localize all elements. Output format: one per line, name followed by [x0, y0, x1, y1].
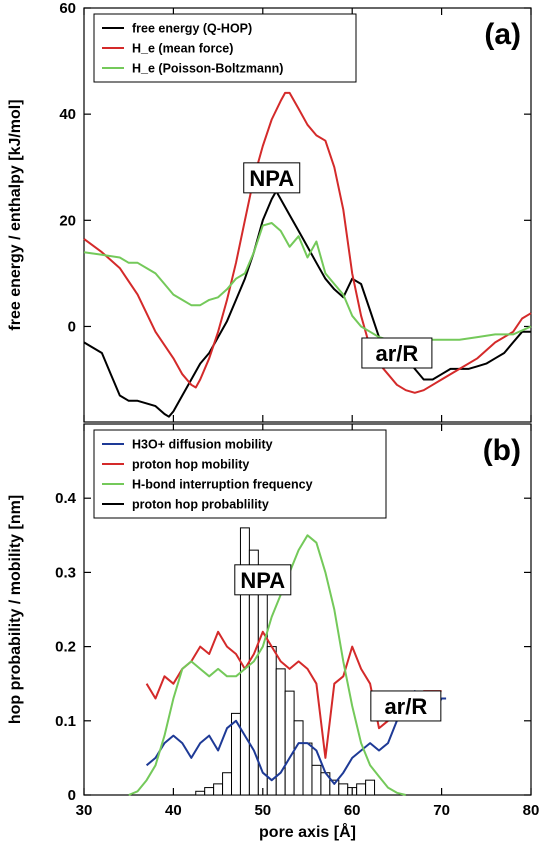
y-tick-label: 40: [59, 106, 76, 123]
panel-a-legend: free energy (Q-HOP) H_e (mean force) H_e (…: [93, 13, 357, 83]
histogram-bar: [222, 772, 233, 796]
legend-box: [93, 429, 387, 519]
histogram-bar: [266, 646, 277, 796]
annotation-label: NPA: [240, 568, 285, 593]
legend-box: [93, 13, 357, 83]
panel-b-ticks: 0 0.1 0.2 0.3 0.4 30 40 50 60 70 80: [55, 424, 539, 819]
histogram-bar: [338, 783, 349, 796]
series-line-free-energy-q-hop: [83, 190, 531, 418]
y-tick-label: 0.1: [55, 713, 76, 730]
legend-label: proton hop mobility: [132, 458, 249, 472]
panel-b-annotations: NPA ar/R: [234, 564, 442, 722]
annotation-box: [234, 564, 292, 596]
series-line-h-bond-interruption-frequency: [128, 534, 407, 796]
y-tick-label: 60: [59, 0, 76, 17]
histogram-bar: [293, 720, 304, 796]
x-tick-label: 70: [433, 802, 450, 819]
y-tick-label: 0.2: [55, 639, 76, 656]
y-tick-label: 20: [59, 212, 76, 229]
histogram-bar: [356, 783, 367, 796]
series-line-h-e-poisson-boltzmann: [83, 222, 532, 346]
histogram-bar: [213, 783, 224, 796]
x-tick-label: 50: [254, 802, 271, 819]
histogram-bar: [195, 790, 206, 796]
legend-label: proton hop probablility: [132, 498, 269, 512]
panel-a-lines: [83, 91, 532, 418]
x-tick-label: 80: [523, 802, 540, 819]
panel-a-frame: [83, 7, 532, 423]
x-tick-label: 60: [344, 802, 361, 819]
x-tick-label: 30: [76, 802, 93, 819]
panel-b-label: (b): [483, 434, 521, 467]
panel-a-label: (a): [484, 18, 521, 51]
y-tick-label: 0: [68, 318, 76, 335]
annotation-box: [370, 690, 442, 722]
annotation-label: NPA: [249, 166, 294, 191]
x-tick-label: 40: [165, 802, 182, 819]
y-tick-label: 0.3: [55, 564, 76, 581]
panel-a-ticks: 0 20 40 60: [59, 0, 532, 422]
panel-b-legend: H3O+ diffusion mobility proton hop mobili…: [93, 429, 387, 519]
annotation-label: ar/R: [376, 341, 419, 366]
y-tick-label: 0: [68, 787, 76, 804]
histogram-bar: [284, 690, 295, 796]
legend-label: H3O+ diffusion mobility: [132, 438, 273, 452]
panel-b-x-axis-label: pore axis [Å]: [259, 822, 356, 841]
histogram-bar: [311, 764, 322, 796]
y-tick-label: 0.4: [55, 490, 77, 507]
annotation-box: [361, 337, 433, 369]
histogram-bar: [204, 787, 215, 796]
panel-b-y-axis-label: hop probability / mobility [nm]: [7, 495, 24, 724]
panel-b: 0 0.1 0.2 0.3 0.4 30 40 50 60 70 80 hop probabilit…: [7, 423, 539, 841]
annotation-label: ar/R: [384, 694, 427, 719]
series-line-h-e-mean-force: [83, 91, 532, 394]
histogram-bar: [365, 779, 376, 796]
legend-label: H_e (Poisson-Boltzmann): [132, 62, 283, 76]
panel-b-histogram: [195, 527, 376, 796]
annotation-box: [243, 162, 301, 194]
panel-a-annotations: NPA ar/R: [243, 162, 433, 369]
legend-label: H_e (mean force): [132, 42, 233, 56]
panel-a-y-axis-label: free energy / enthalpy [kJ/mol]: [7, 99, 24, 330]
legend-label: H-bond interruption frequency: [132, 478, 313, 492]
histogram-bar: [302, 742, 313, 796]
legend-label: free energy (Q-HOP): [132, 22, 252, 36]
